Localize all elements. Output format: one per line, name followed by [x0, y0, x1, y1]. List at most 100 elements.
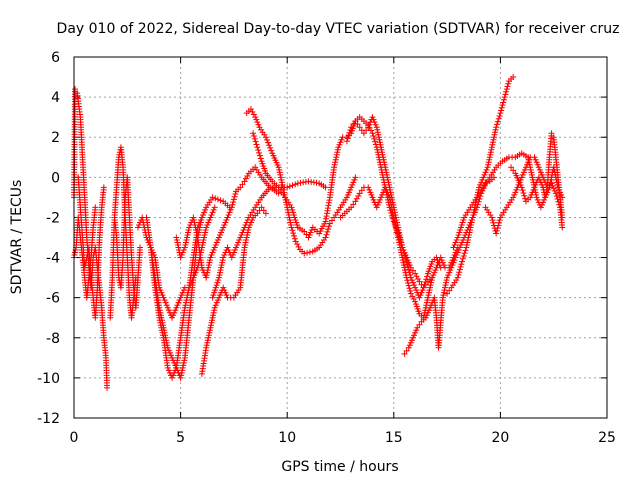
data-point	[244, 216, 251, 223]
data-point	[287, 219, 294, 226]
data-point	[353, 195, 360, 202]
data-point	[466, 229, 473, 236]
data-point	[459, 239, 466, 246]
data-point	[289, 227, 296, 234]
data-point	[459, 258, 466, 265]
data-point	[543, 186, 550, 193]
data-point	[404, 277, 411, 284]
data-point	[527, 194, 534, 201]
data-point	[427, 304, 434, 311]
plot-frame	[73, 56, 608, 419]
data-point	[409, 293, 416, 300]
data-point	[197, 216, 204, 223]
data-point	[355, 193, 362, 200]
data-point	[450, 259, 457, 266]
data-point	[275, 190, 282, 197]
data-point	[229, 201, 236, 208]
series-arc-12	[243, 106, 359, 257]
data-point	[487, 151, 494, 158]
data-point	[533, 194, 540, 201]
series-arc-9	[173, 164, 282, 281]
data-point	[207, 324, 214, 331]
data-point	[174, 242, 181, 249]
data-point	[290, 211, 297, 218]
data-point	[402, 252, 409, 259]
data-point	[372, 141, 379, 148]
data-point	[358, 187, 365, 194]
data-point	[211, 307, 218, 314]
data-point	[461, 250, 468, 257]
data-point	[423, 299, 430, 306]
data-point	[193, 226, 200, 233]
data-point	[441, 284, 448, 291]
data-point	[368, 191, 375, 198]
data-point	[542, 191, 549, 198]
data-point	[376, 139, 383, 146]
data-point	[505, 80, 512, 87]
data-point	[413, 273, 420, 280]
data-point	[400, 262, 407, 269]
data-point	[499, 102, 506, 109]
data-point	[211, 289, 218, 296]
data-point	[292, 216, 299, 223]
data-point	[204, 337, 211, 344]
data-point	[219, 226, 226, 233]
data-point	[268, 147, 275, 154]
data-point	[403, 274, 410, 281]
data-point	[522, 195, 529, 202]
data-point	[519, 171, 526, 178]
data-point	[221, 221, 228, 228]
data-point	[92, 204, 99, 211]
data-point	[462, 247, 469, 254]
data-point	[173, 234, 180, 241]
data-point	[538, 201, 545, 208]
data-point	[304, 249, 311, 256]
series-arc-3	[75, 174, 107, 321]
y-tick-label: -6	[46, 291, 60, 307]
data-point	[446, 269, 453, 276]
data-point	[203, 224, 210, 231]
data-point	[181, 304, 188, 311]
data-point	[279, 181, 286, 188]
data-point	[198, 264, 205, 271]
data-point	[493, 121, 500, 128]
data-point	[255, 121, 262, 128]
data-point	[525, 159, 532, 166]
data-point	[375, 131, 382, 138]
data-point	[184, 292, 191, 299]
data-point	[211, 287, 218, 294]
data-point	[209, 249, 216, 256]
data-point	[183, 234, 190, 241]
data-point	[406, 342, 413, 349]
data-point	[519, 187, 526, 194]
data-point	[417, 292, 424, 299]
data-point	[206, 259, 213, 266]
data-point	[183, 237, 190, 244]
data-point	[291, 214, 298, 221]
data-point	[204, 221, 211, 228]
data-point	[481, 171, 488, 178]
data-point	[379, 171, 386, 178]
data-point	[256, 152, 263, 159]
data-point	[412, 329, 419, 336]
data-point	[241, 244, 248, 251]
data-point	[405, 282, 412, 289]
data-point	[488, 146, 495, 153]
data-point	[243, 237, 250, 244]
data-point	[352, 198, 359, 205]
data-point	[174, 239, 181, 246]
data-point	[165, 307, 172, 314]
data-point	[204, 339, 211, 346]
x-axis-label: GPS time / hours	[281, 459, 398, 475]
data-point	[427, 282, 434, 289]
data-point	[204, 269, 211, 276]
data-point	[453, 252, 460, 259]
data-point	[460, 216, 467, 223]
data-point	[250, 130, 257, 137]
data-point	[373, 144, 380, 151]
data-point	[500, 99, 507, 106]
data-point	[496, 112, 503, 119]
data-point	[215, 294, 222, 301]
data-point	[242, 221, 249, 228]
data-point	[332, 159, 339, 166]
